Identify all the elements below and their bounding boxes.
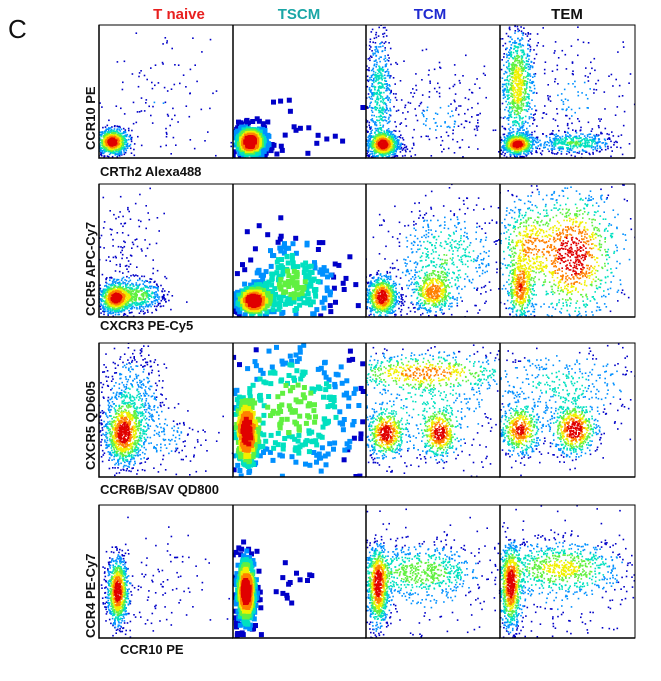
plot-axes-r3-c1 [98,343,233,478]
density-plot-r3-c3 [365,343,500,478]
column-header-t-naive: T naive [153,6,205,23]
density-plot-r1-c3 [365,25,500,159]
density-plot-r1-c1 [98,24,233,159]
plot-axes-r3-c4 [499,343,635,478]
density-plot-r4-c2 [232,505,366,639]
density-plot-r2-c4 [499,184,635,318]
events-r4-c1 [100,516,230,638]
events-r1-c4 [500,25,635,158]
density-plot-r2-c1 [98,183,233,318]
density-plot-r3-c2 [232,343,366,478]
density-plot-r1-c4 [499,25,635,159]
panel-letter: C [8,14,27,44]
events-r2-c4 [500,184,635,317]
events-r4-c2 [233,539,315,638]
row-frame-1 [98,24,636,159]
row-frame-4 [98,504,636,639]
row1-xlabel: CRTh2 Alexa488 [100,164,202,179]
row-frame-2 [98,183,636,318]
events-r4-c4 [500,505,635,638]
events-r3-c1 [99,343,233,477]
column-header-tem: TEM [551,6,583,23]
density-plot-r2-c2 [232,184,366,318]
density-plot-r3-c4 [499,343,635,478]
events-r3-c2 [233,343,366,477]
events-r3-c4 [500,343,635,477]
density-plot-r2-c3 [365,184,500,318]
row4-xlabel: CCR10 PE [120,642,184,657]
density-plot-r4-c3 [365,505,500,639]
events-r1-c2 [233,97,366,158]
events-r3-c3 [366,344,500,477]
events-r4-c3 [366,508,500,638]
density-plot-r4-c4 [499,505,635,639]
density-plot-r1-c2 [232,25,366,159]
events-r1-c1 [99,32,233,158]
column-header-tcm: TCM [413,6,447,23]
row3-xlabel: CCR6B/SAV QD800 [100,482,219,497]
column-header-tscm: TSCM [277,6,321,23]
density-plot-r4-c1 [98,504,233,639]
row2-xlabel: CXCR3 PE-Cy5 [100,318,194,333]
density-plot-r3-c1 [98,342,233,478]
events-r2-c2 [233,215,361,317]
events-r2-c3 [366,184,500,317]
events-r2-c1 [99,187,188,317]
row-frame-3 [98,342,636,478]
events-r1-c3 [366,25,500,158]
